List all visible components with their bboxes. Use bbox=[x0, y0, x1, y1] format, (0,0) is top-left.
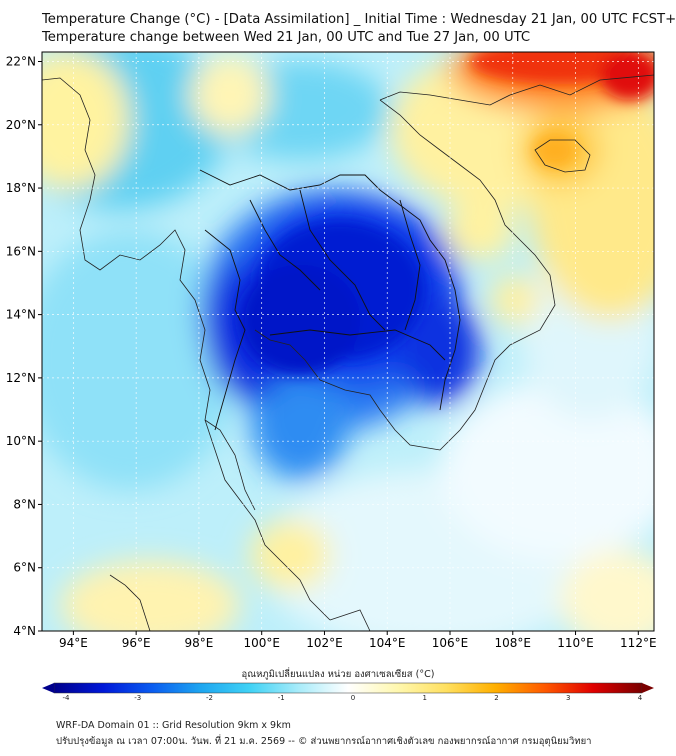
lon-tick-label: 98°E bbox=[184, 636, 213, 650]
lat-tick-label: 8°N bbox=[13, 497, 36, 511]
colorbar-tick-label: -2 bbox=[206, 694, 213, 700]
latitude-ticks: 4°N 6°N 8°N 10°N 12°N 14°N 16°N 18°N 20°N 22°N bbox=[6, 54, 42, 638]
colorbar-tick-label: -1 bbox=[278, 694, 285, 700]
lat-tick-label: 20°N bbox=[6, 118, 36, 132]
footer-domain-info: WRF-DA Domain 01 :: Grid Resolution 9km … bbox=[56, 720, 291, 731]
colorbar-min-arrow bbox=[42, 683, 54, 693]
lat-tick-label: 22°N bbox=[6, 54, 36, 68]
lat-tick-label: 14°N bbox=[6, 308, 36, 322]
colorbar-tick-label: 3 bbox=[566, 694, 570, 700]
colorbar-title: อุณหภูมิเปลี่ยนแปลง หน่วย องศาเซลเซียส (… bbox=[241, 669, 435, 680]
colorbar-tick-label: 2 bbox=[494, 694, 498, 700]
colorbar-tick-label: -3 bbox=[134, 694, 141, 700]
lon-tick-label: 106°E bbox=[432, 636, 469, 650]
gridlines bbox=[42, 52, 654, 631]
lon-tick-label: 94°E bbox=[59, 636, 88, 650]
map-subtitle: Temperature change between Wed 21 Jan, 0… bbox=[42, 30, 531, 45]
colorbar-tick-label: 4 bbox=[638, 694, 643, 700]
coastlines bbox=[42, 74, 654, 631]
longitude-ticks: 94°E 96°E 98°E 100°E 102°E 104°E 106°E 108°E 110… bbox=[59, 631, 657, 650]
colorbar-bar bbox=[53, 682, 643, 694]
temperature-change-map: 94°E 96°E 98°E 100°E 102°E 104°E 106°E 108°E 110… bbox=[6, 51, 657, 700]
plot-frame bbox=[41, 51, 655, 632]
colorbar-tick-label: 0 bbox=[351, 694, 355, 700]
lon-tick-label: 110°E bbox=[557, 636, 594, 650]
lon-tick-label: 100°E bbox=[243, 636, 280, 650]
lat-tick-label: 10°N bbox=[6, 434, 36, 448]
lon-tick-label: 112°E bbox=[620, 636, 657, 650]
colorbar-max-arrow bbox=[642, 683, 654, 693]
lat-tick-label: 4°N bbox=[13, 624, 36, 638]
colorbar: -4 -3 -2 -1 0 1 2 3 4 bbox=[42, 682, 654, 700]
lon-tick-label: 102°E bbox=[306, 636, 343, 650]
lat-tick-label: 18°N bbox=[6, 181, 36, 195]
lat-tick-label: 6°N bbox=[13, 561, 36, 575]
colorbar-tick-label: 1 bbox=[423, 694, 427, 700]
temperature-field bbox=[42, 52, 654, 631]
lon-tick-label: 108°E bbox=[495, 636, 532, 650]
lon-tick-label: 104°E bbox=[369, 636, 406, 650]
lat-tick-label: 16°N bbox=[6, 244, 36, 258]
footer-credit: ปรับปรุงข้อมูล ณ เวลา 07:00น. วันพ. ที่ … bbox=[56, 736, 592, 747]
lat-tick-label: 12°N bbox=[6, 371, 36, 385]
lon-tick-label: 96°E bbox=[122, 636, 151, 650]
colorbar-tick-label: -4 bbox=[63, 694, 71, 700]
map-title: Temperature Change (°C) - [Data Assimila… bbox=[42, 12, 676, 27]
country-borders bbox=[199, 169, 461, 431]
